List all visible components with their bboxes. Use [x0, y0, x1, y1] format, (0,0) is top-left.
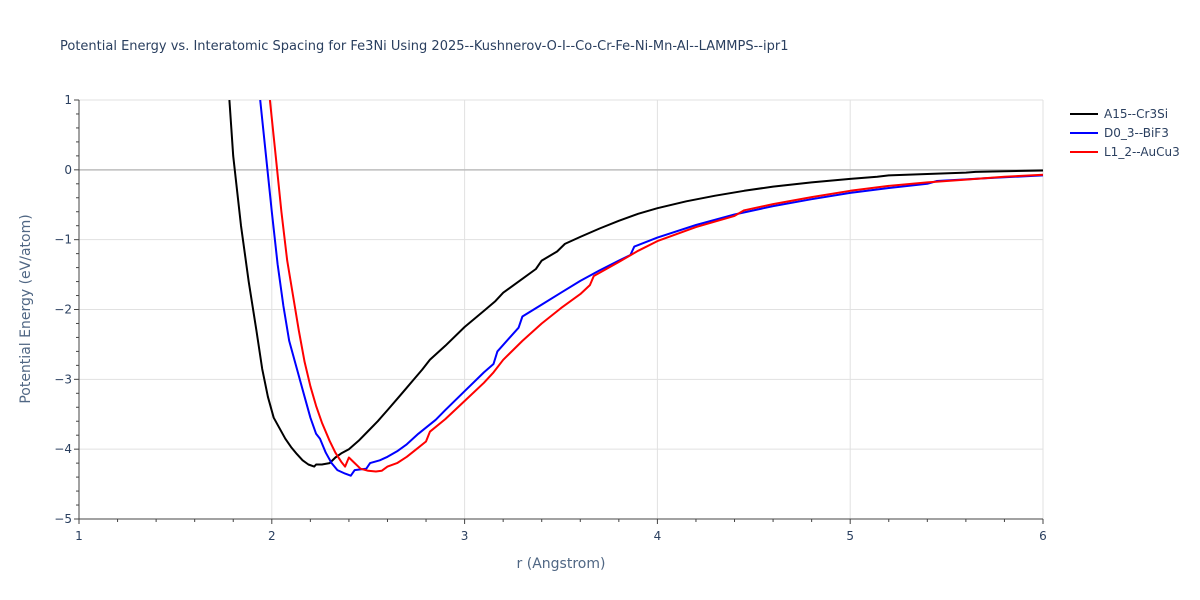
minor-ticks [74, 99, 1044, 524]
y-tick-label: −1 [54, 233, 72, 247]
legend-item-a15-cr3si[interactable]: A15--Cr3Si [1070, 107, 1168, 121]
x-tick-label: 6 [1039, 529, 1047, 543]
legend-item-l1-2-aucu3[interactable]: L1_2--AuCu3 [1070, 145, 1180, 159]
x-tick-label: 3 [461, 529, 469, 543]
legend[interactable]: A15--Cr3Si D0_3--BiF3 L1_2--AuCu3 [1070, 107, 1180, 159]
series-line-a15-cr3si [228, 100, 1043, 468]
plot-area [228, 100, 1043, 477]
y-axis-title: Potential Energy (eV/atom) [18, 214, 34, 403]
y-tick-label: −4 [54, 442, 72, 456]
x-axis-title: r (Angstrom) [517, 556, 606, 572]
legend-label: A15--Cr3Si [1104, 107, 1168, 121]
y-tick-label: 0 [64, 163, 72, 177]
chart-title: Potential Energy vs. Interatomic Spacing… [60, 39, 788, 54]
grid [78, 99, 1044, 520]
y-tick-label: 1 [64, 93, 72, 107]
y-tick-labels: 1 0 −1 −2 −3 −4 −5 [54, 93, 72, 526]
x-tick-label: 2 [268, 529, 276, 543]
y-tick-label: −3 [54, 372, 72, 386]
legend-label: L1_2--AuCu3 [1104, 145, 1180, 159]
x-tick-label: 1 [75, 529, 83, 543]
x-tick-label: 5 [846, 529, 854, 543]
legend-label: D0_3--BiF3 [1104, 126, 1169, 140]
series-line-d0-3-bif3 [259, 100, 1043, 477]
y-tick-label: −5 [54, 512, 72, 526]
x-tick-labels: 1 2 3 4 5 6 [75, 529, 1047, 543]
series-line-l1-2-aucu3 [268, 100, 1043, 473]
y-tick-label: −2 [54, 303, 72, 317]
legend-item-d0-3-bif3[interactable]: D0_3--BiF3 [1070, 126, 1169, 140]
x-tick-label: 4 [654, 529, 662, 543]
